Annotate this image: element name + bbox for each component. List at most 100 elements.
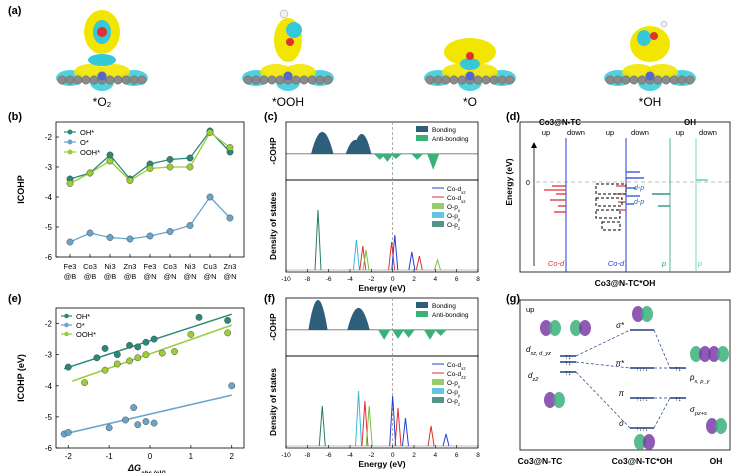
plot-frame [519, 121, 731, 273]
dos-peak [388, 241, 396, 271]
y-tick-label: -4 [45, 382, 53, 391]
carbon-atom [441, 75, 451, 85]
data-point [186, 163, 194, 171]
adsorbate-label: *OOH [272, 95, 304, 109]
legend-label: O* [80, 138, 89, 147]
x-tick-label: @N [223, 272, 236, 281]
y-tick-label: -2 [45, 133, 53, 142]
data-point [113, 351, 121, 359]
x-tick-label: 0 [391, 276, 395, 283]
orbital-lobe [715, 418, 727, 434]
data-point [146, 165, 154, 172]
x-tick-label: 4 [434, 276, 438, 283]
cohp-legend: Bonding Anti-bonding [416, 302, 469, 319]
adsorption-structure [56, 10, 148, 91]
x-tick-label: Ni3 [184, 262, 195, 271]
carbon-atom [605, 75, 615, 85]
panel-label: (d) [506, 111, 520, 123]
series-line-ooh [69, 131, 231, 185]
oxygen-atom [286, 38, 294, 46]
data-point [150, 335, 158, 343]
x-tick-label: @B [64, 272, 77, 281]
legend-label: Co-dxz [447, 195, 466, 204]
legend-label: Co-dxz [447, 186, 466, 195]
data-point [86, 169, 94, 177]
x-tick-label: -4 [347, 276, 353, 283]
antibonding-peak [427, 153, 440, 170]
panel-e-icohp-scatter: -2 -3 -4 -5 -6 -2 -1 0 1 2 ICOHP (eV) ΔGabs (eV) OH*… [16, 307, 245, 473]
x-axis-title: Energy (eV) [358, 459, 405, 469]
data-point [146, 232, 154, 240]
carbon-atom [481, 75, 491, 85]
dos-peak [408, 251, 416, 271]
electron-arrows: ↑↓ [675, 366, 682, 373]
x-tick-label: -10 [281, 276, 291, 283]
x-tick-label: @N [163, 272, 176, 281]
carbon-atom [457, 75, 467, 85]
dos-peak [391, 234, 399, 271]
orbital-lobe [643, 434, 655, 450]
dos-peak [389, 395, 397, 447]
panel-label: (a) [8, 5, 22, 17]
legend-swatch [432, 212, 444, 218]
y-tick-label: -3 [45, 163, 53, 172]
carbon-atom [275, 75, 285, 85]
data-point [64, 429, 72, 436]
data-point [106, 151, 114, 159]
data-point [86, 229, 94, 237]
dos-peak [394, 407, 402, 447]
legend-label: O-py [447, 389, 461, 398]
charge-accumulation-lobe [630, 26, 670, 62]
data-point [150, 419, 158, 427]
panel-c-cohp-dos: -10 -8 -6 -4 -2 0 2 4 6 8 Energy (eV) -COHP Density … [268, 121, 480, 293]
panel-label: (c) [264, 111, 278, 123]
legend-swatch [432, 379, 444, 385]
legend-label: Co-dxz [447, 362, 466, 371]
carbon-atom [613, 75, 623, 85]
x-tick-label: @N [143, 272, 156, 281]
legend-swatch [416, 302, 428, 308]
dos-peak [314, 209, 322, 271]
carbon-atom [307, 75, 317, 85]
x-tick-label: -2 [65, 452, 73, 461]
energy-axis-arrow [531, 142, 537, 148]
column-bottom-label: Co-d [548, 259, 565, 268]
column-label: down [631, 128, 649, 137]
dos-peak [415, 255, 423, 271]
carbon-atom [669, 75, 679, 85]
carbon-atom [677, 75, 687, 85]
x-tick-label: 8 [476, 452, 480, 459]
carbon-atom [129, 75, 139, 85]
adsorption-structure [424, 38, 516, 91]
charge-depletion-lobe [286, 22, 302, 38]
carbon-atom [653, 75, 663, 85]
x-tick-label: 0 [391, 452, 395, 459]
data-point [171, 348, 178, 355]
cohp-axis-title: -COHP [268, 137, 278, 165]
column-bottom-label: p [661, 259, 666, 268]
column-label: down [567, 128, 585, 137]
orbital-label: px, p_y [689, 373, 711, 385]
x-tick-label: 6 [455, 276, 459, 283]
dos-peak [355, 390, 363, 447]
orbital-lobe [632, 306, 644, 322]
carbon-atom [661, 75, 671, 85]
dos-peak [318, 405, 326, 447]
antibonding-peak [392, 329, 404, 339]
x-tick-label: -2 [368, 452, 374, 459]
column-label: down [699, 128, 717, 137]
carbon-atom [81, 75, 91, 85]
legend-swatch [432, 388, 444, 394]
y-axis-title: ICOHP (eV) [16, 354, 26, 402]
y-tick-label: -4 [45, 193, 53, 202]
x-tick-label: 2 [412, 452, 416, 459]
electron-arrows: ↑↓ [565, 354, 572, 361]
x-tick-label: 6 [455, 452, 459, 459]
correlation-line [575, 371, 631, 429]
fit-line [72, 324, 232, 382]
antibonding-peak [389, 153, 402, 159]
dos-axis-title: Density of states [268, 192, 278, 260]
charge-depletion-lobe [460, 58, 480, 70]
